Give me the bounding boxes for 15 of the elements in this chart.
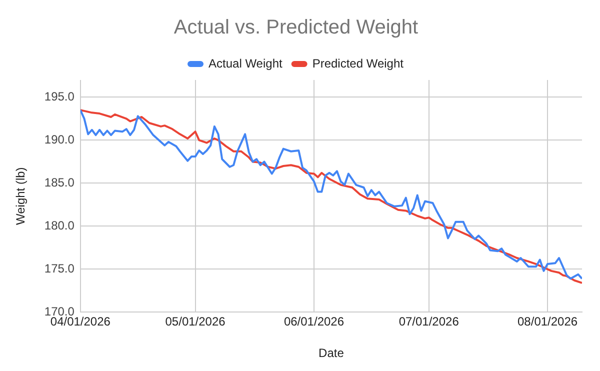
y-tick-label: 190.0 xyxy=(44,132,75,147)
x-tick-label: 07/01/2026 xyxy=(398,314,460,329)
y-tick-label: 175.0 xyxy=(44,262,75,276)
y-tick-label: 185.0 xyxy=(44,176,75,190)
y-tick-label: 195.0 xyxy=(44,90,75,104)
x-tick-label: 06/01/2026 xyxy=(284,314,344,329)
x-tick-label: 04/01/2026 xyxy=(50,314,111,329)
legend-label: Actual Weight xyxy=(208,56,283,70)
y-axis-title: Weight (lb) xyxy=(14,167,28,225)
x-tick-label: 08/01/2026 xyxy=(518,314,578,329)
y-tick-label: 180.0 xyxy=(44,218,75,233)
x-axis-title: Date xyxy=(318,346,344,360)
x-tick-label: 05/01/2026 xyxy=(165,314,226,329)
legend-label: Predicted Weight xyxy=(312,56,404,70)
chart-title: Actual vs. Predicted Weight xyxy=(174,16,419,39)
